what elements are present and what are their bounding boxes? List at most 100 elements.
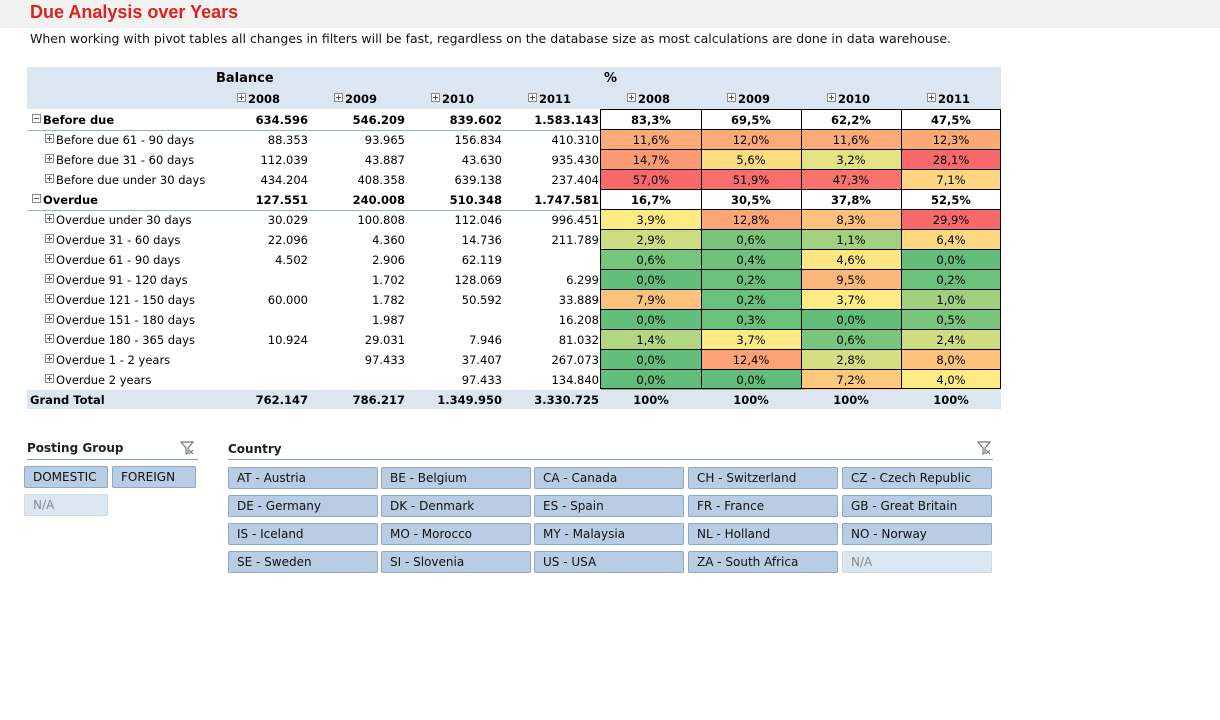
clear-filter-icon[interactable] (977, 441, 991, 455)
slicer-item[interactable]: CZ - Czech Republic (842, 467, 992, 489)
slicer-item[interactable]: DOMESTIC (24, 466, 108, 488)
posting-group-slicer-title: Posting Group (27, 441, 124, 455)
slicer-item[interactable]: SI - Slovenia (381, 551, 531, 573)
balance-cell: 156.834 (454, 133, 502, 147)
expand-icon[interactable] (727, 93, 736, 102)
collapse-icon[interactable] (32, 114, 41, 123)
row-label[interactable]: Overdue 91 - 120 days (45, 273, 188, 287)
slicer-item[interactable]: US - USA (534, 551, 684, 573)
row-label[interactable]: Overdue 31 - 60 days (45, 233, 180, 247)
table-row: Overdue 180 - 365 days 10.924 29.031 7.946 8… (27, 330, 1001, 350)
expand-icon[interactable] (627, 93, 636, 102)
expand-icon[interactable] (827, 93, 836, 102)
collapse-icon[interactable] (32, 194, 41, 203)
slicer-item[interactable]: FOREIGN (112, 466, 196, 488)
percent-cell: 3,2% (801, 150, 901, 170)
percent-cell: 69,5% (701, 110, 801, 130)
expand-icon[interactable] (528, 93, 537, 102)
expand-icon[interactable] (45, 354, 54, 363)
balance-year-header-2008[interactable]: 2008 (237, 92, 280, 106)
slicer-item[interactable]: ZA - South Africa (688, 551, 838, 573)
expand-icon[interactable] (431, 93, 440, 102)
row-label[interactable]: Overdue 180 - 365 days (45, 333, 195, 347)
expand-icon[interactable] (45, 314, 54, 323)
balance-cell: 60.000 (267, 293, 308, 307)
expand-icon[interactable] (45, 154, 54, 163)
slicer-item[interactable]: MY - Malaysia (534, 523, 684, 545)
row-label[interactable]: Before due 31 - 60 days (45, 153, 194, 167)
percent-cell: 2,4% (901, 330, 1001, 350)
slicer-item[interactable]: ES - Spain (534, 495, 684, 517)
table-row: Before due 61 - 90 days 88.353 93.965 156.8… (27, 130, 1001, 150)
slicer-item[interactable]: IS - Iceland (228, 523, 378, 545)
balance-cell: 1.583.143 (534, 113, 599, 127)
expand-icon[interactable] (45, 214, 54, 223)
grid-line (601, 289, 1001, 290)
balance-cell: 50.592 (461, 293, 502, 307)
balance-cell: 237.404 (551, 173, 599, 187)
row-label[interactable]: Overdue under 30 days (45, 213, 192, 227)
expand-icon[interactable] (45, 134, 54, 143)
expand-icon[interactable] (45, 374, 54, 383)
slicer-item[interactable]: DE - Germany (228, 495, 378, 517)
slicer-item[interactable]: GB - Great Britain (842, 495, 992, 517)
percent-year-header-2009[interactable]: 2009 (727, 92, 770, 106)
slicer-item[interactable]: CH - Switzerland (688, 467, 838, 489)
slicer-item[interactable]: DK - Denmark (381, 495, 531, 517)
percent-cell: 0,3% (701, 310, 801, 330)
row-label[interactable]: Overdue 2 years (45, 373, 151, 387)
percent-year-header-2011[interactable]: 2011 (927, 92, 970, 106)
balance-cell: 97.433 (461, 373, 502, 387)
row-label-text: Before due 31 - 60 days (56, 153, 195, 167)
slicer-item[interactable]: BE - Belgium (381, 467, 531, 489)
balance-cell: 996.451 (551, 213, 599, 227)
table-row: Overdue 91 - 120 days 1.702 128.069 6.299 0,… (27, 270, 1001, 290)
country-slicer-title: Country (228, 442, 282, 456)
percent-cell: 4,6% (801, 250, 901, 270)
row-label[interactable]: Overdue 61 - 90 days (45, 253, 180, 267)
slicer-item[interactable]: NL - Holland (688, 523, 838, 545)
expand-icon[interactable] (45, 174, 54, 183)
expand-icon[interactable] (45, 274, 54, 283)
percent-year-header-2010[interactable]: 2010 (827, 92, 870, 106)
percent-cell: 0,0% (601, 310, 701, 330)
balance-year-header-2010[interactable]: 2010 (431, 92, 474, 106)
row-label[interactable]: Overdue 1 - 2 years (45, 353, 170, 367)
percent-year-header-2008[interactable]: 2008 (627, 92, 670, 106)
grid-line (601, 269, 1001, 270)
slicer-item[interactable]: MO - Morocco (381, 523, 531, 545)
expand-icon[interactable] (237, 93, 246, 102)
row-label[interactable]: Before due 61 - 90 days (45, 133, 194, 147)
balance-header: Balance (216, 71, 274, 86)
expand-icon[interactable] (45, 294, 54, 303)
row-label[interactable]: Overdue 121 - 150 days (45, 293, 195, 307)
balance-year-header-2011[interactable]: 2011 (528, 92, 571, 106)
percent-cell: 1,1% (801, 230, 901, 250)
slicer-item[interactable]: N/A (842, 551, 992, 573)
slicer-item[interactable]: AT - Austria (228, 467, 378, 489)
row-label[interactable]: Overdue (32, 193, 98, 207)
slicer-item[interactable]: SE - Sweden (228, 551, 378, 573)
balance-year-header-2009[interactable]: 2009 (334, 92, 377, 106)
balance-cell: 127.551 (255, 193, 308, 207)
year-label: 2010 (838, 92, 871, 106)
percent-cell: 6,4% (901, 230, 1001, 250)
expand-icon[interactable] (334, 93, 343, 102)
slicer-item[interactable]: FR - France (688, 495, 838, 517)
row-label[interactable]: Overdue 151 - 180 days (45, 313, 195, 327)
percent-cell: 3,7% (701, 330, 801, 350)
balance-cell: 30.029 (267, 213, 308, 227)
row-label[interactable]: Before due (32, 113, 114, 127)
posting-group-slicer-divider (27, 459, 198, 460)
percent-cell: 83,3% (601, 110, 701, 130)
clear-filter-icon[interactable] (180, 441, 194, 455)
slicer-item[interactable]: NO - Norway (842, 523, 992, 545)
slicer-item[interactable]: CA - Canada (534, 467, 684, 489)
row-label[interactable]: Before due under 30 days (45, 173, 205, 187)
expand-icon[interactable] (45, 234, 54, 243)
expand-icon[interactable] (45, 254, 54, 263)
expand-icon[interactable] (927, 93, 936, 102)
balance-cell: 839.602 (449, 113, 502, 127)
slicer-item[interactable]: N/A (24, 494, 108, 516)
expand-icon[interactable] (45, 334, 54, 343)
